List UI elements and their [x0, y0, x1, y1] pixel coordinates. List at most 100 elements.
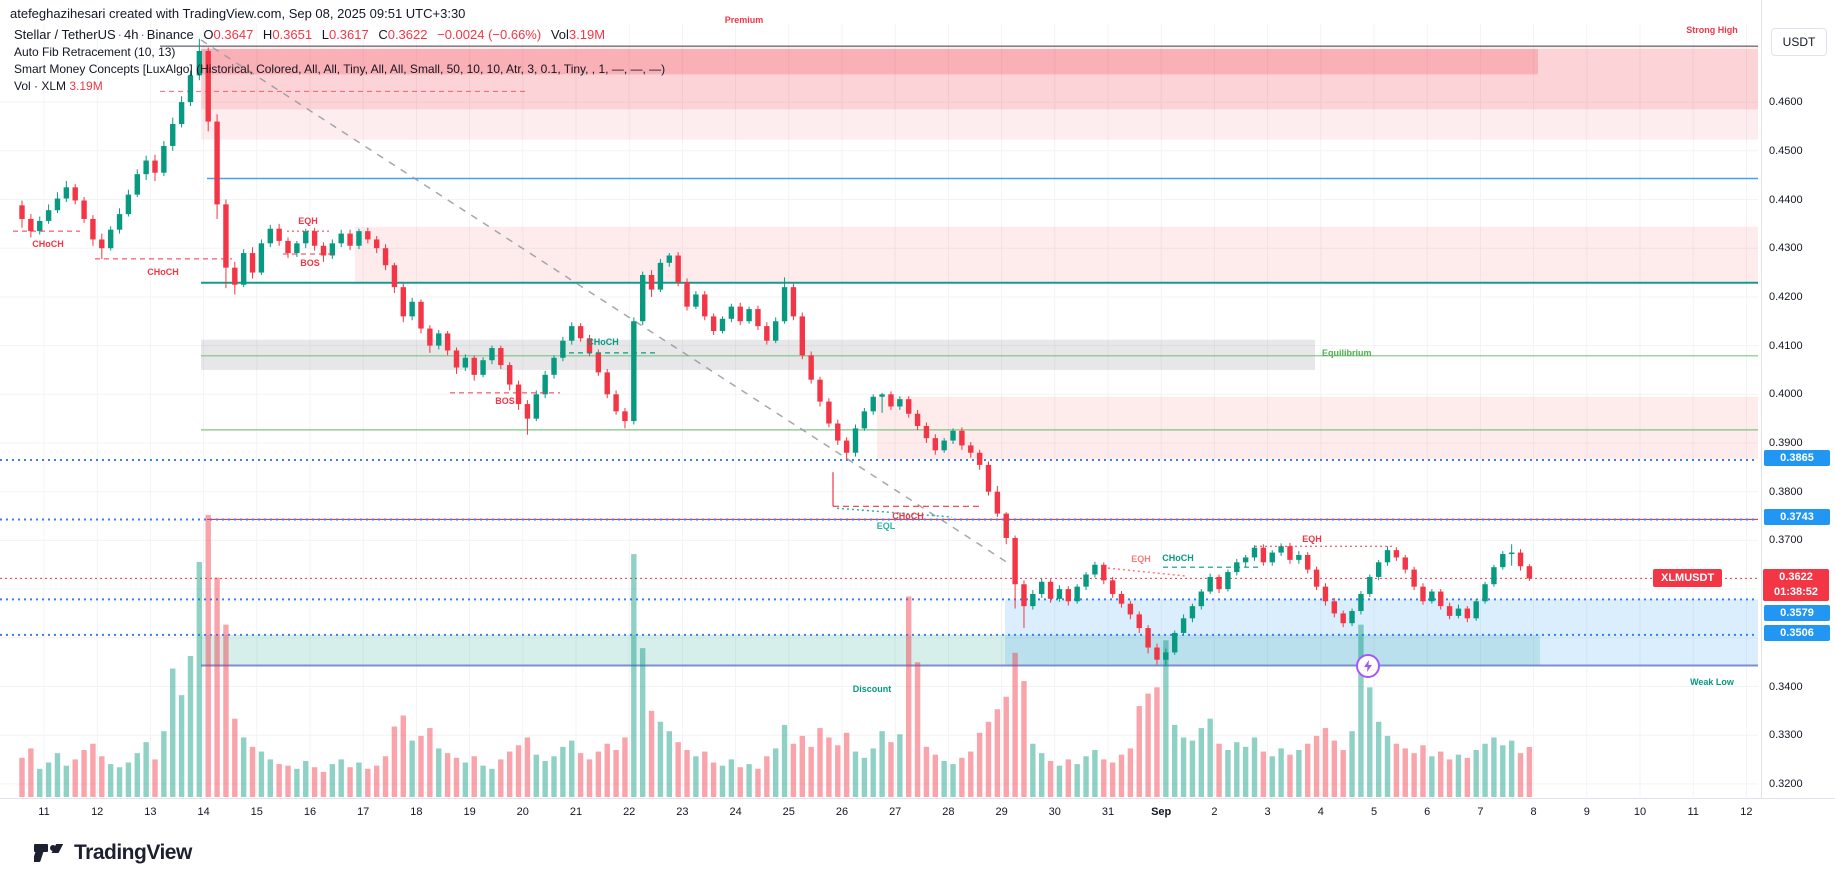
candle-body: [746, 309, 752, 322]
indicator-smc-row[interactable]: Smart Money Concepts [LuxAlgo] (Historic…: [14, 61, 665, 77]
candle-body: [19, 205, 25, 219]
candle-body: [569, 326, 575, 341]
candle-body: [1003, 513, 1009, 538]
interval-label[interactable]: 4h: [123, 27, 139, 42]
price-tick-label: 0.3300: [1769, 729, 1803, 742]
candle-body: [170, 124, 176, 146]
separator-dot: ·: [117, 27, 122, 42]
smc-label-choch: CHoCH: [892, 511, 924, 521]
candle-body: [1384, 550, 1391, 563]
currency-toggle-button[interactable]: USDT: [1771, 28, 1827, 56]
candle-body: [152, 160, 158, 173]
volume-bar: [489, 768, 495, 797]
tradingview-logo[interactable]: TradingView: [34, 841, 192, 865]
volume-bar: [808, 746, 814, 797]
smc-label-choch: CHoCH: [1162, 553, 1194, 563]
indicator-vol-value: 3.19M: [69, 79, 103, 93]
price-axis[interactable]: 0.4600 0.4500 0.4400 0.4300 0.4200 0.4100 0.40…: [1761, 0, 1835, 826]
volume-bar: [1101, 759, 1107, 797]
candle-body: [418, 301, 424, 329]
candle-body: [622, 411, 628, 422]
volume-bar: [1473, 749, 1479, 797]
volume-bar: [54, 753, 61, 797]
fib-trendline[interactable]: [200, 39, 1009, 564]
time-tick-label: 14: [197, 806, 210, 818]
candle-body: [382, 248, 389, 266]
symbol-title[interactable]: Stellar / TetherUS: [14, 27, 116, 42]
volume-bar: [852, 751, 859, 797]
candle-body: [1482, 584, 1488, 602]
candle-body: [648, 274, 655, 290]
time-tick-label: 12: [91, 806, 104, 818]
volume-bar: [932, 754, 939, 797]
low-value: 0.3617: [328, 27, 369, 42]
smc-label-equilibrium: Equilibrium: [1322, 348, 1372, 358]
volume-bar: [1340, 749, 1346, 797]
volume-bar: [1003, 696, 1009, 797]
lightning-icon[interactable]: [1364, 660, 1372, 672]
volume-bar: [1508, 740, 1515, 797]
volume-bar: [1260, 751, 1267, 797]
candle-body: [595, 352, 602, 373]
volume-bar: [941, 760, 947, 797]
time-tick-label: 29: [995, 806, 1008, 818]
volume-bar: [1287, 754, 1293, 797]
time-axis[interactable]: 11 12 13 14 15 16 17 18 19 20 21 22 23 24 25 26 27 28 29 30…: [0, 798, 1835, 828]
candle-body: [1056, 589, 1063, 599]
candle-body: [1305, 555, 1311, 570]
volume-bar: [1234, 742, 1240, 797]
candle-body: [54, 198, 61, 211]
time-tick-label: 16: [303, 806, 317, 818]
indicator-fib-row[interactable]: Auto Fib Retracement (10, 13): [14, 44, 665, 60]
candle-body: [835, 423, 841, 441]
time-tick-label: 3: [1264, 806, 1271, 818]
volume-bar: [178, 695, 185, 797]
volume-bar: [1331, 740, 1338, 797]
candle-body: [551, 357, 557, 375]
volume-bar: [693, 756, 699, 797]
indicator-vol-row[interactable]: Vol · XLM 3.19M: [14, 78, 665, 94]
candle-body: [1198, 591, 1205, 607]
candle-body: [1340, 613, 1346, 624]
candle-body: [90, 218, 96, 240]
time-tick-label: 17: [357, 806, 370, 818]
candle-body: [861, 411, 868, 429]
volume-bar: [232, 718, 238, 797]
watermark-attribution: atefeghazihesari created with TradingVie…: [10, 6, 466, 21]
volume-bar: [338, 759, 344, 797]
candle-body: [365, 231, 371, 240]
volume-bar: [631, 554, 637, 797]
volume-bar: [1296, 749, 1302, 797]
volume-bar: [400, 715, 406, 797]
volume-bar: [214, 577, 220, 797]
candle-body: [1411, 569, 1417, 587]
candle-body: [338, 233, 344, 244]
smc-zone-bear-ob-2: [877, 396, 1758, 460]
candle-body: [719, 318, 726, 331]
candle-body: [560, 340, 566, 358]
candle-body: [143, 160, 149, 175]
volume-bar: [427, 728, 433, 797]
volume-bar: [418, 735, 424, 797]
candle-body: [1242, 557, 1249, 563]
fib-level-badge: 0.3865: [1764, 450, 1830, 467]
smc-label-discount: Discount: [853, 684, 892, 694]
volume-bar: [968, 751, 974, 797]
volume-bar: [897, 734, 903, 797]
candle-body: [710, 316, 717, 331]
candle-body: [1358, 593, 1364, 612]
volume-bar: [728, 759, 735, 797]
smc-zone-discount-teal: [201, 634, 1540, 666]
fib-level-badge: 0.3743: [1764, 509, 1830, 526]
volume-bar: [648, 710, 655, 797]
volume-bar: [143, 742, 149, 797]
candle-body: [99, 239, 105, 249]
last-price-value: 0.3622: [1779, 571, 1813, 584]
volume-bar: [223, 624, 229, 797]
smc-zone-premium-mid: [201, 49, 1758, 110]
volume-bar: [888, 742, 894, 797]
candle-body: [843, 440, 850, 453]
candle-body: [1331, 601, 1338, 614]
